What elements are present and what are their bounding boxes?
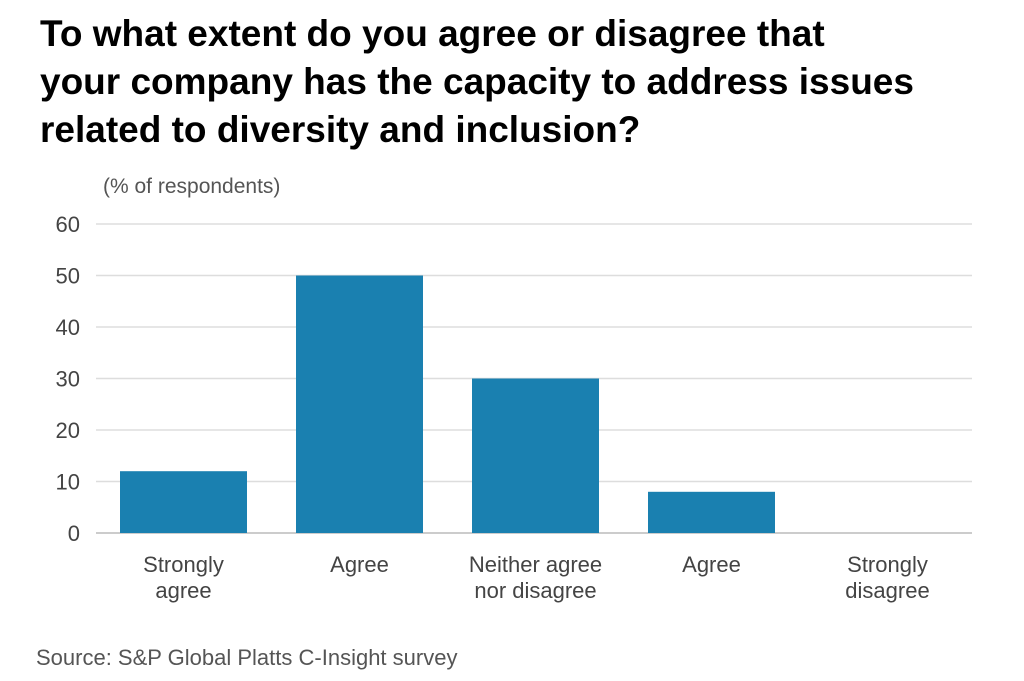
bar-chart: (% of respondents) 0 10 20 30 40 50 60 Strongl…	[56, 175, 972, 603]
bar	[648, 491, 775, 533]
y-axis-ticks: 0 10 20 30 40 50 60	[56, 212, 80, 546]
y-tick-label: 60	[56, 212, 80, 237]
x-axis-labels: Strongly agree Agree Neither agree nor disag…	[143, 552, 930, 603]
y-tick-label: 40	[56, 315, 80, 340]
x-category-label: Strongly agree	[143, 552, 224, 603]
bar	[472, 378, 599, 533]
chart-title: To what extent do you agree or disagree …	[40, 13, 914, 150]
y-tick-label: 20	[56, 418, 80, 443]
x-category-label: Strongly disagree	[845, 552, 929, 603]
x-category-label: Agree	[330, 552, 389, 577]
y-tick-label: 0	[68, 521, 80, 546]
y-tick-label: 10	[56, 470, 80, 495]
x-category-label: Neither agree nor disagree	[469, 552, 602, 603]
bar	[296, 275, 423, 533]
y-tick-label: 30	[56, 367, 80, 392]
y-axis-unit-label: (% of respondents)	[103, 175, 280, 198]
source-note: Source: S&P Global Platts C-Insight surv…	[36, 645, 458, 670]
y-tick-label: 50	[56, 264, 80, 289]
bar	[120, 471, 247, 533]
bars	[120, 275, 775, 533]
x-category-label: Agree	[682, 552, 741, 577]
